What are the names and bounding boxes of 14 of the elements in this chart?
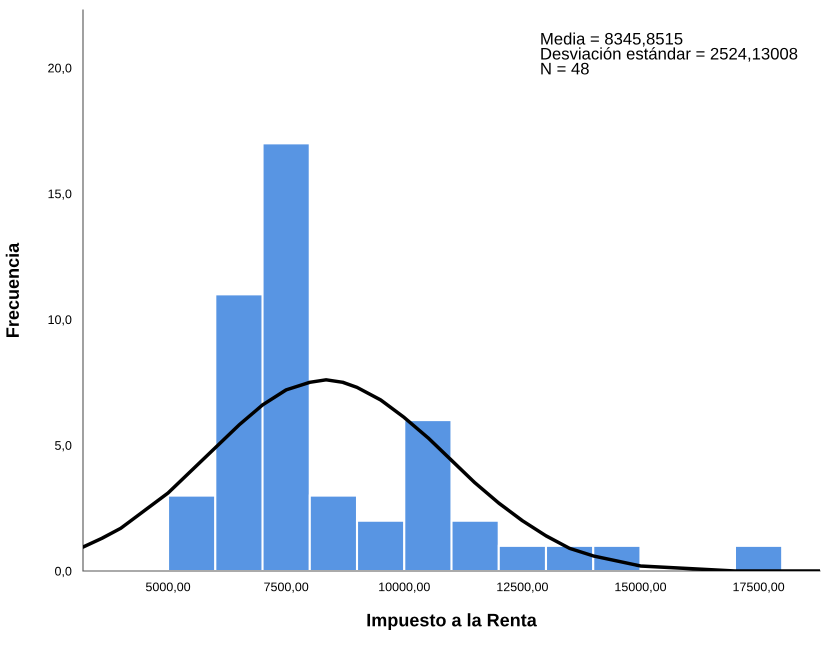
annotation: Media = 8345,8515 Desviación estándar = 2524,13008 N = 48 <box>541 32 798 75</box>
y-tick-label: 0,0 <box>55 566 72 578</box>
y-tick-label: 10,0 <box>48 315 72 326</box>
y-axis-title: Frecuencia <box>6 242 19 337</box>
x-axis-title: Impuesto a la Renta <box>367 613 537 630</box>
y-tick-label: 20,0 <box>48 64 72 74</box>
x-tick-label: 5000,00 <box>146 582 190 593</box>
x-tick-label: 7500,00 <box>264 582 308 593</box>
x-tick-label: 10000,00 <box>379 582 430 593</box>
x-tick-label: 15000,00 <box>615 582 666 593</box>
x-tick-label: 12500,00 <box>497 582 548 593</box>
y-tick-label: 5,0 <box>55 441 72 452</box>
y-tick-label: 15,0 <box>48 189 72 200</box>
x-tick-label: 17500,00 <box>733 582 784 593</box>
